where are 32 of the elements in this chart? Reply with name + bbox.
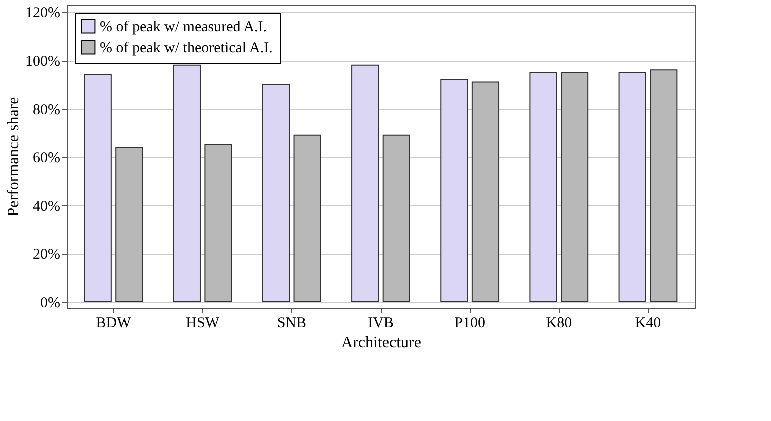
y-tick-label: 40%: [33, 198, 60, 215]
x-tick-label: K40: [635, 316, 662, 332]
bar: [173, 64, 201, 302]
legend-label: % of peak w/ measured A.I.: [100, 20, 268, 36]
y-tick-label: 60%: [33, 150, 60, 167]
x-tick-label: HSW: [186, 316, 220, 332]
bar: [262, 84, 290, 302]
x-axis-title: Architecture: [342, 334, 422, 352]
y-tick-label: 20%: [33, 247, 60, 264]
y-tick-label: 80%: [33, 102, 60, 118]
bar: [650, 70, 678, 302]
legend-label: % of peak w/ theoretical A.I.: [100, 40, 273, 56]
x-tick-label: P100: [454, 316, 486, 332]
y-tick-label: 120%: [26, 6, 60, 22]
bar: [294, 134, 322, 302]
x-tick-label: SNB: [277, 316, 307, 332]
y-tick-label: 100%: [26, 54, 60, 70]
bar: [472, 82, 500, 302]
x-tick-label: BDW: [96, 316, 132, 332]
bar: [561, 72, 589, 302]
bar: [116, 146, 144, 302]
bar: [530, 72, 558, 302]
bar: [84, 74, 112, 302]
bar: [204, 144, 232, 302]
bar: [618, 72, 646, 302]
y-tick-label: 0%: [40, 295, 60, 312]
x-tick-label: IVB: [368, 316, 394, 332]
bar: [352, 64, 380, 302]
x-tick-label: K80: [546, 316, 572, 332]
bar: [440, 79, 468, 302]
y-axis-title: Performance share: [6, 97, 23, 217]
bar: [382, 134, 410, 302]
